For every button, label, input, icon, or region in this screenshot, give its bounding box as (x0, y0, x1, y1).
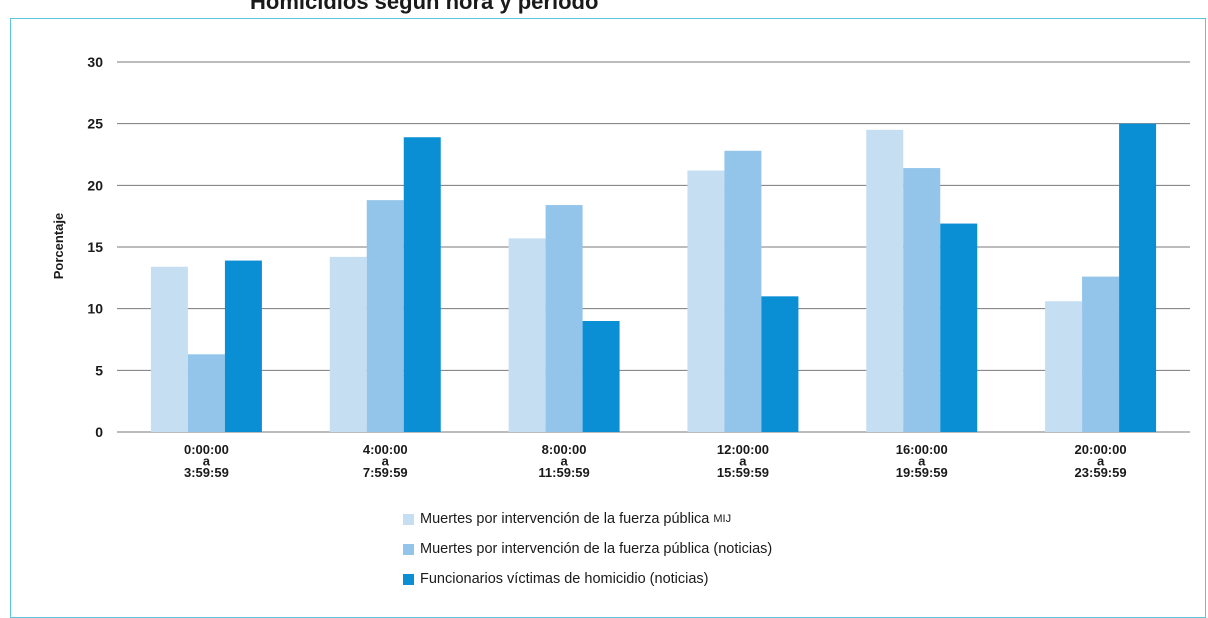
x-tick-label: 11:59:59 (538, 465, 589, 480)
x-tick-label: 23:59:59 (1075, 465, 1127, 480)
bar (187, 354, 225, 432)
x-tick-label: 19:59:59 (896, 465, 948, 480)
x-tick-label: 0:00:00 (184, 442, 229, 457)
bar (1119, 123, 1157, 433)
x-tick-label: a (918, 454, 926, 469)
header-fragment: Homicidios según hora y periodo (250, 0, 599, 14)
legend-swatch-officials (403, 573, 414, 585)
bar (329, 256, 367, 432)
bar (903, 168, 941, 433)
bar (761, 296, 799, 432)
bar (724, 150, 762, 433)
bar (940, 223, 978, 432)
x-tick-label: 3:59:59 (184, 465, 229, 480)
legend: Muertes por intervención de la fuerza pú… (403, 510, 772, 600)
x-tick-label: a (203, 454, 211, 469)
x-tick-label: a (739, 454, 747, 469)
y-tick-labels: 0 5 10 15 20 25 30 (87, 54, 103, 440)
y-axis-label: Porcentaje (51, 213, 66, 279)
x-tick-label: 7:59:59 (363, 465, 408, 480)
bars (150, 123, 1157, 433)
legend-item-news: Muertes por intervención de la fuerza pú… (403, 540, 772, 558)
x-tick-label: a (1097, 454, 1105, 469)
x-tick-labels: 0:00:00a3:59:594:00:00a7:59:598:00:00a11… (184, 442, 1127, 480)
x-tick-label: 8:00:00 (542, 442, 587, 457)
y-tick-label: 0 (95, 424, 103, 440)
bar (366, 200, 404, 432)
y-tick-label: 20 (87, 177, 103, 193)
grid-lines (117, 61, 1190, 433)
y-tick-label: 30 (87, 54, 103, 70)
y-tick-label: 5 (95, 362, 103, 378)
bar (508, 238, 546, 432)
y-tick-label: 15 (87, 239, 103, 255)
bar (582, 321, 620, 432)
bar (866, 129, 904, 433)
bar (224, 260, 262, 432)
bar (545, 205, 583, 432)
bar (1082, 276, 1120, 432)
x-tick-label: 16:00:00 (896, 442, 948, 457)
legend-label-mij-suffix: MIJ (713, 513, 732, 525)
bar (687, 170, 725, 433)
x-tick-label: 4:00:00 (363, 442, 408, 457)
bar (403, 137, 441, 432)
x-tick-label: 15:59:59 (717, 465, 769, 480)
x-tick-label: a (382, 454, 390, 469)
y-tick-label: 10 (87, 301, 103, 317)
x-tick-label: a (560, 454, 568, 469)
legend-swatch-mij (403, 513, 414, 525)
legend-label-officials: Funcionarios víctimas de homicidio (noti… (420, 571, 709, 587)
bar (1045, 301, 1083, 432)
legend-item-officials: Funcionarios víctimas de homicidio (noti… (403, 570, 772, 588)
y-tick-label: 25 (87, 116, 103, 132)
x-tick-label: 12:00:00 (717, 442, 769, 457)
x-tick-label: 20:00:00 (1075, 442, 1127, 457)
legend-swatch-news (403, 543, 414, 555)
legend-label-mij: Muertes por intervención de la fuerza pú… (420, 511, 710, 527)
legend-label-news: Muertes por intervención de la fuerza pú… (420, 541, 773, 557)
bar (150, 266, 188, 432)
legend-item-mij: Muertes por intervención de la fuerza pú… (403, 510, 772, 528)
